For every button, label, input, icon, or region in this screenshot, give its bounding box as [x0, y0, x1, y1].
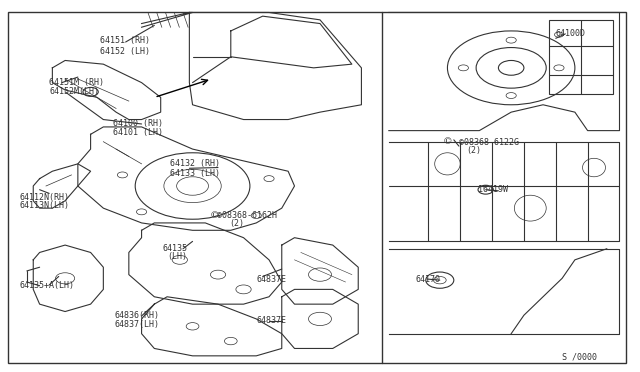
Text: 64135: 64135 [163, 244, 188, 253]
Text: ©08368-6162H: ©08368-6162H [217, 211, 276, 220]
Bar [549, 20, 613, 94]
Text: 64837E: 64837E [256, 275, 286, 283]
Text: 64152 (LH): 64152 (LH) [100, 47, 150, 56]
Text: (LH): (LH) [167, 252, 187, 262]
Text: 64113N(LH): 64113N(LH) [19, 201, 69, 210]
Text: 64151 (RH): 64151 (RH) [100, 36, 150, 45]
Text: ©: © [210, 211, 220, 220]
Text: ©: © [443, 137, 452, 146]
Text: 64132 (RH): 64132 (RH) [170, 159, 220, 169]
Text: ©08368-6122G: ©08368-6122G [459, 138, 519, 147]
Text: 16419W: 16419W [478, 185, 508, 194]
Text: 64101 (LH): 64101 (LH) [113, 128, 163, 137]
Text: 64135+A(LH): 64135+A(LH) [19, 281, 74, 290]
Text: (2): (2) [467, 146, 481, 155]
Text: 64836(RH): 64836(RH) [115, 311, 160, 320]
Text: 64152M(LH): 64152M(LH) [49, 87, 99, 96]
Text: (2): (2) [230, 219, 244, 228]
Text: 64133 (LH): 64133 (LH) [170, 169, 220, 177]
Text: 64112N(RH): 64112N(RH) [19, 193, 69, 202]
Text: 64100 (RH): 64100 (RH) [113, 119, 163, 128]
Text: 64837(LH): 64837(LH) [115, 320, 160, 329]
Text: 64151M (RH): 64151M (RH) [49, 78, 104, 87]
Text: 64837E: 64837E [256, 316, 286, 325]
Text: 64100D: 64100D [556, 29, 586, 38]
Text: S /0000: S /0000 [562, 352, 597, 361]
Text: 64170: 64170 [415, 275, 440, 283]
